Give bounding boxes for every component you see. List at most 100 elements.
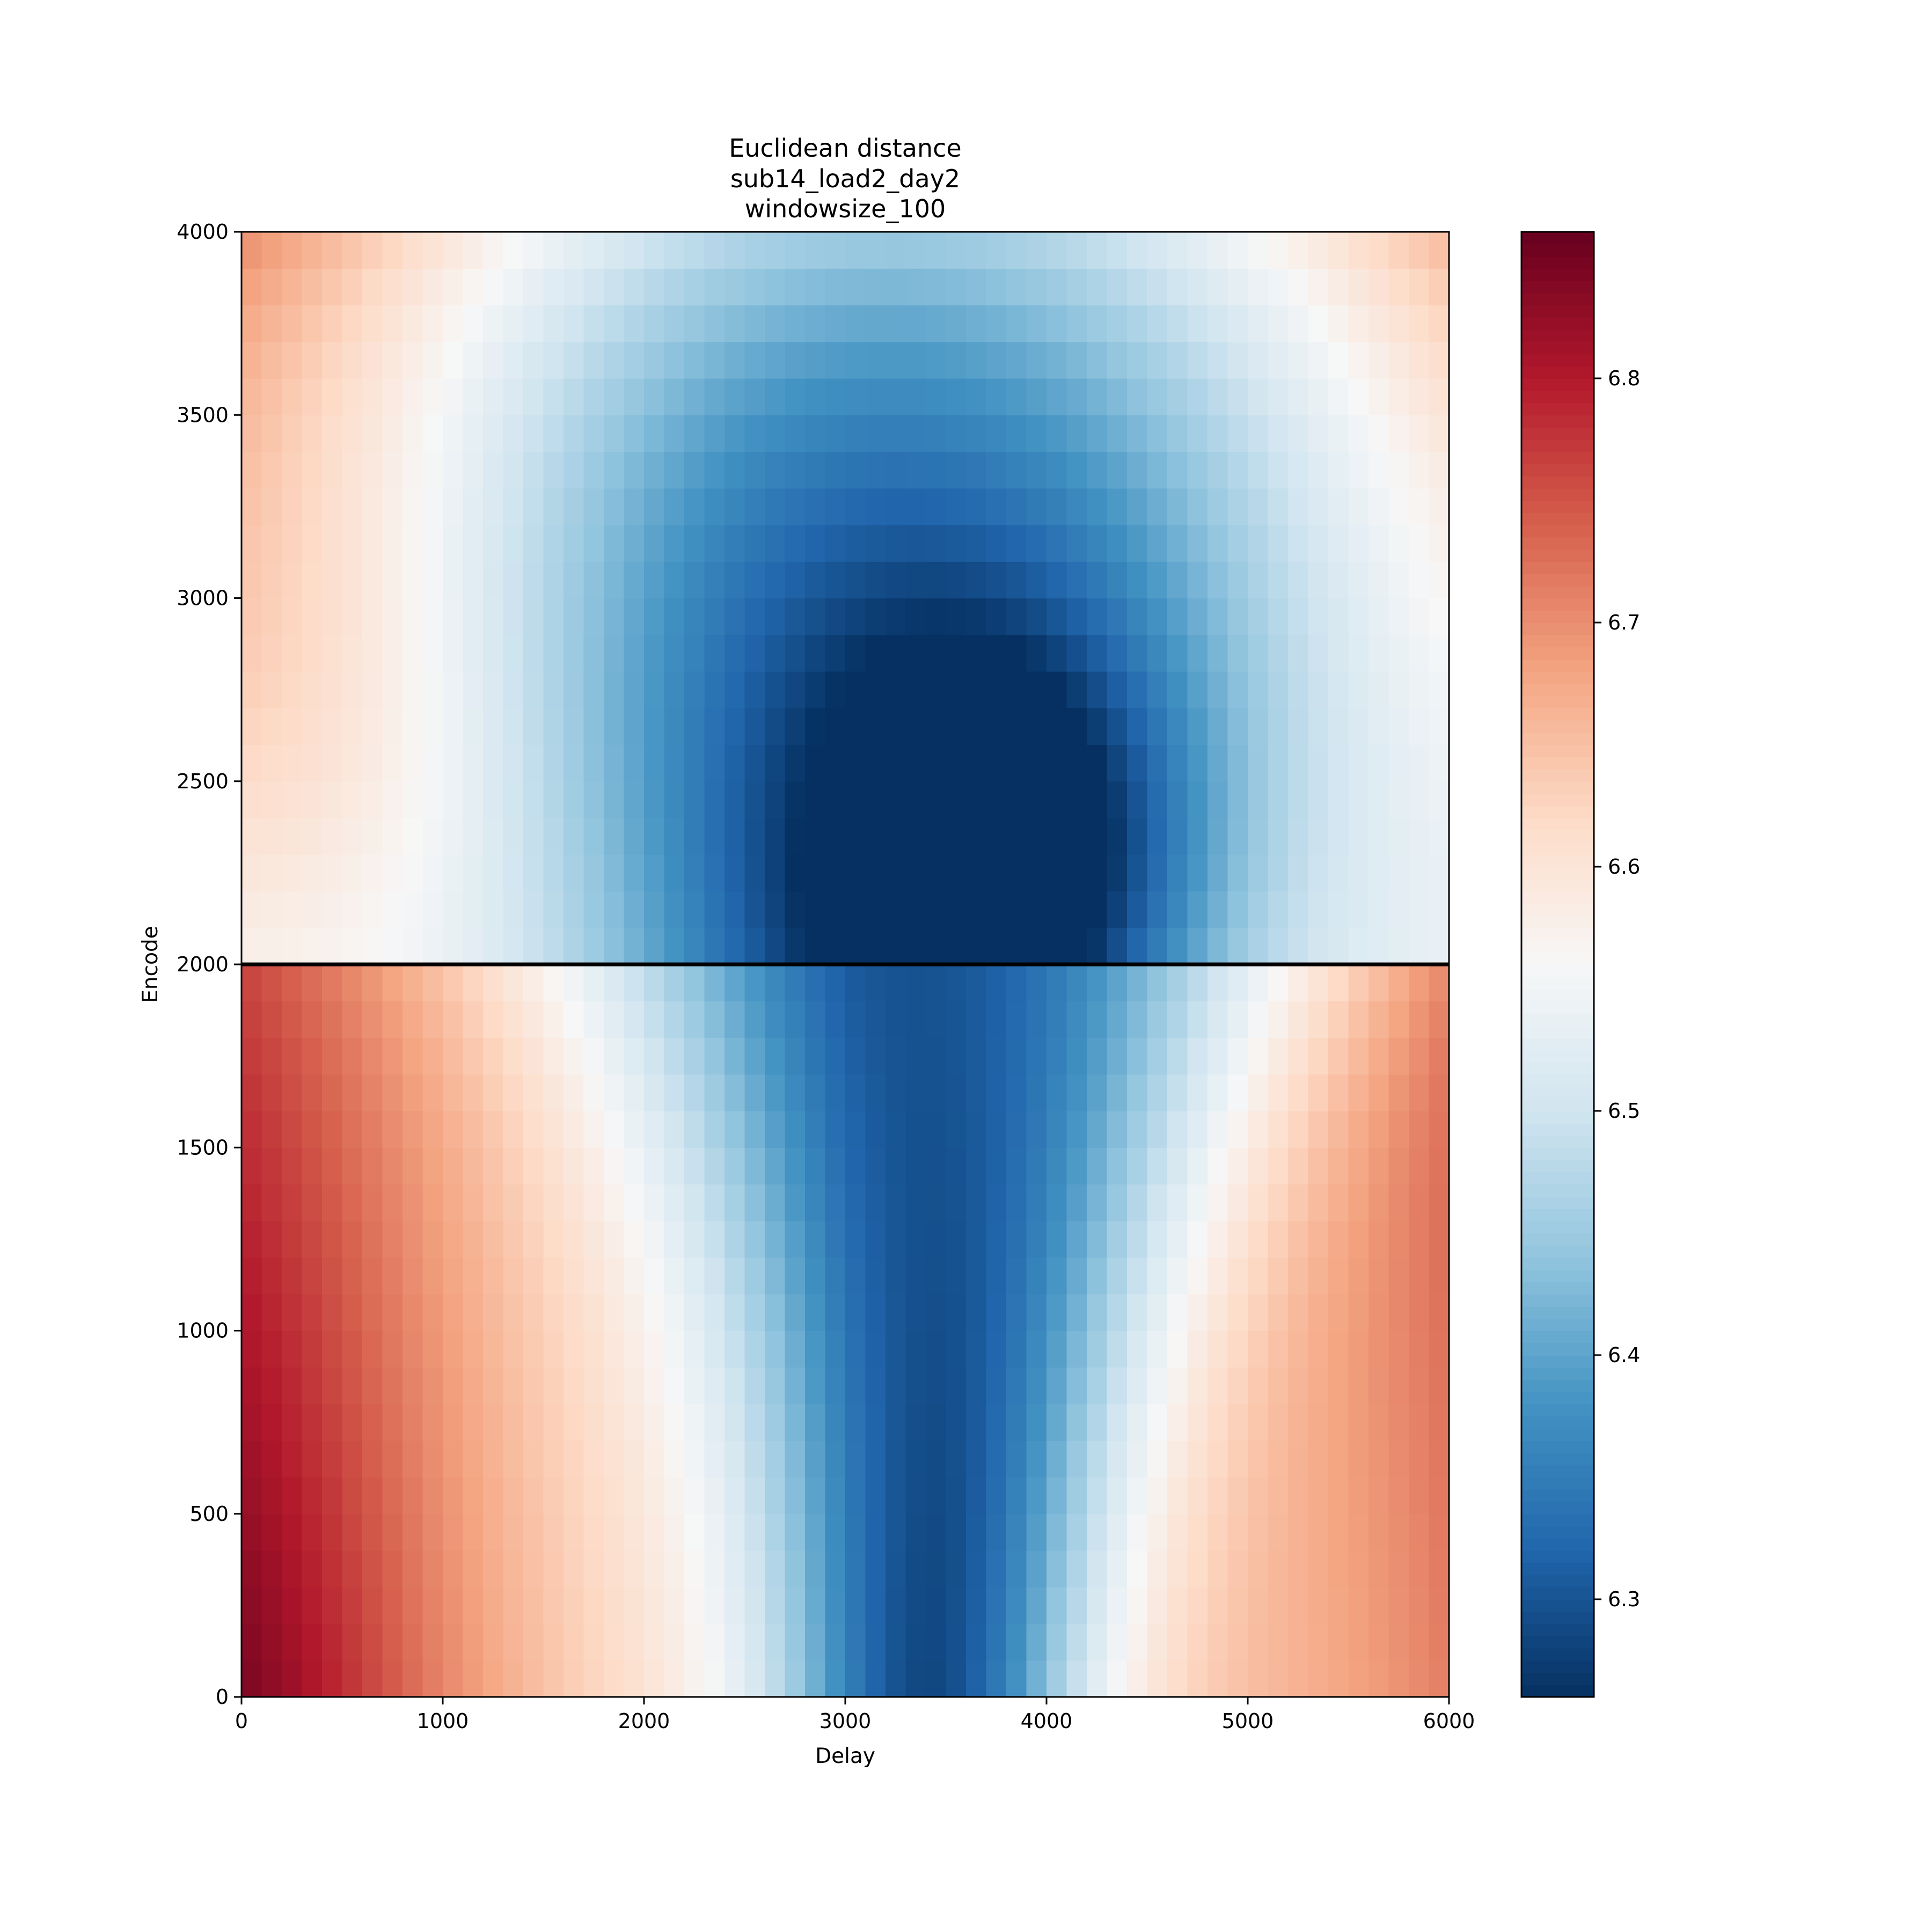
heatmap-cell bbox=[483, 341, 504, 379]
heatmap-cell bbox=[805, 1587, 826, 1624]
heatmap-cell bbox=[261, 451, 282, 489]
heatmap-cell bbox=[1107, 1037, 1128, 1075]
heatmap-cell bbox=[1006, 781, 1027, 818]
heatmap-cell bbox=[946, 781, 967, 818]
heatmap-cell bbox=[1087, 708, 1108, 745]
heatmap-cell bbox=[1006, 1037, 1027, 1075]
heatmap-cell bbox=[382, 1367, 403, 1404]
heatmap-cell bbox=[604, 451, 625, 489]
heatmap-cell bbox=[1087, 305, 1108, 342]
heatmap-cell bbox=[583, 964, 604, 1001]
heatmap-cell bbox=[1268, 341, 1289, 379]
heatmap-cell bbox=[302, 1037, 323, 1075]
heatmap-cell bbox=[704, 451, 725, 489]
heatmap-cell bbox=[1147, 1660, 1168, 1697]
heatmap-cell bbox=[825, 891, 846, 928]
heatmap-cell bbox=[704, 378, 725, 415]
heatmap-cell bbox=[1187, 744, 1208, 782]
heatmap-cell bbox=[765, 1074, 786, 1111]
heatmap-cell bbox=[785, 1587, 806, 1624]
heatmap-cell bbox=[1026, 268, 1047, 306]
heatmap-cell bbox=[422, 854, 443, 892]
colorbar-segment bbox=[1521, 330, 1594, 342]
heatmap-cell bbox=[523, 1660, 544, 1697]
heatmap-cell bbox=[241, 1367, 262, 1404]
heatmap-cell bbox=[382, 781, 403, 818]
heatmap-cell bbox=[422, 1074, 443, 1111]
heatmap-cell bbox=[583, 781, 604, 818]
heatmap-cell bbox=[523, 1257, 544, 1294]
heatmap-cell bbox=[1409, 1623, 1430, 1661]
heatmap-cell bbox=[402, 451, 423, 489]
heatmap-cell bbox=[1227, 1294, 1248, 1331]
heatmap-cell bbox=[382, 1513, 403, 1551]
heatmap-cell bbox=[564, 561, 584, 599]
heatmap-cell bbox=[865, 744, 886, 782]
heatmap-cell bbox=[322, 598, 343, 635]
heatmap-cell bbox=[564, 598, 584, 635]
heatmap-cell bbox=[905, 1587, 926, 1624]
heatmap-cell bbox=[503, 1111, 524, 1148]
heatmap-cell bbox=[241, 1477, 262, 1514]
heatmap-cell bbox=[322, 1037, 343, 1075]
heatmap-cell bbox=[926, 891, 947, 928]
heatmap-cell bbox=[1308, 1111, 1329, 1148]
heatmap-cell bbox=[1208, 1660, 1228, 1697]
heatmap-cell bbox=[1066, 1623, 1087, 1661]
colorbar-segment bbox=[1521, 989, 1594, 1002]
heatmap-cell bbox=[1368, 1220, 1389, 1258]
heatmap-cell bbox=[946, 1257, 967, 1294]
heatmap-cell bbox=[1227, 598, 1248, 635]
heatmap-cell bbox=[765, 341, 786, 379]
heatmap-cell bbox=[1167, 598, 1188, 635]
heatmap-cell bbox=[1046, 854, 1067, 892]
heatmap-cell bbox=[865, 1367, 886, 1404]
heatmap-cell bbox=[483, 1147, 504, 1185]
heatmap-cell bbox=[905, 744, 926, 782]
heatmap-cell bbox=[1127, 744, 1148, 782]
heatmap-cell bbox=[644, 305, 665, 342]
heatmap-cell bbox=[604, 744, 625, 782]
heatmap-cell bbox=[865, 488, 886, 525]
heatmap-cell bbox=[443, 891, 464, 928]
heatmap-cell bbox=[1208, 854, 1228, 892]
heatmap-cell bbox=[382, 1294, 403, 1331]
heatmap-cell bbox=[1328, 1294, 1349, 1331]
heatmap-cell bbox=[785, 964, 806, 1001]
heatmap-cell bbox=[1006, 744, 1027, 782]
heatmap-cell bbox=[523, 1367, 544, 1404]
heatmap-cell bbox=[483, 781, 504, 818]
heatmap-cell bbox=[624, 744, 645, 782]
heatmap-cell bbox=[1208, 451, 1228, 489]
heatmap-cell bbox=[1107, 1330, 1128, 1368]
heatmap-cell bbox=[1147, 415, 1168, 452]
heatmap-cell bbox=[1167, 1587, 1188, 1624]
heatmap-cell bbox=[805, 341, 826, 379]
heatmap-cell bbox=[1026, 598, 1047, 635]
heatmap-cell bbox=[362, 378, 383, 415]
heatmap-cell bbox=[1187, 1111, 1208, 1148]
heatmap-cell bbox=[523, 488, 544, 525]
colorbar-segment bbox=[1521, 1209, 1594, 1221]
heatmap-cell bbox=[1066, 1550, 1087, 1587]
heatmap-cell bbox=[1167, 1367, 1188, 1404]
heatmap-cell bbox=[302, 927, 323, 965]
heatmap-cell bbox=[765, 781, 786, 818]
heatmap-cell bbox=[1127, 781, 1148, 818]
heatmap-cell bbox=[845, 927, 866, 965]
heatmap-cell bbox=[1328, 1587, 1349, 1624]
heatmap-cell bbox=[1409, 1184, 1430, 1221]
heatmap-cell bbox=[1429, 305, 1450, 342]
heatmap-cell bbox=[946, 1477, 967, 1514]
colorbar-segment bbox=[1521, 1135, 1594, 1148]
heatmap-cell bbox=[422, 525, 443, 562]
heatmap-cell bbox=[1187, 268, 1208, 306]
colorbar-segment bbox=[1521, 793, 1594, 807]
heatmap-cell bbox=[543, 1550, 564, 1587]
heatmap-cell bbox=[1046, 1147, 1067, 1185]
heatmap-cell bbox=[885, 1037, 906, 1075]
heatmap-cell bbox=[302, 1550, 323, 1587]
heatmap-cell bbox=[523, 1001, 544, 1038]
heatmap-cell bbox=[1006, 232, 1027, 269]
heatmap-cell bbox=[926, 964, 947, 1001]
